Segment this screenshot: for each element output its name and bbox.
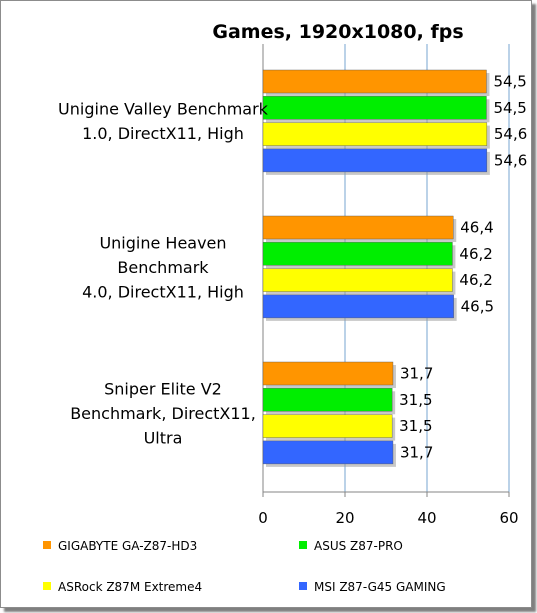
category-label: Unigine Valley Benchmark (58, 100, 269, 119)
legend-swatch (299, 582, 307, 590)
legend-label: GIGABYTE GA-Z87-HD3 (58, 539, 197, 553)
bar (262, 215, 454, 240)
x-tick-label: 60 (499, 509, 518, 527)
data-label: 54,6 (494, 151, 527, 169)
bar (262, 361, 394, 386)
x-tick-label: 0 (258, 509, 268, 527)
bar (262, 122, 488, 146)
bar (262, 69, 487, 94)
data-label: 54,6 (494, 125, 527, 143)
chart-title: Games, 1920x1080, fps (212, 21, 463, 43)
category-label: Benchmark, DirectX11, (70, 404, 256, 423)
bar (262, 148, 488, 173)
data-label: 46,5 (461, 297, 494, 315)
bar (262, 440, 394, 465)
data-label: 31,7 (400, 365, 433, 383)
category-label: 4.0, DirectX11, High (82, 282, 244, 301)
bar (262, 294, 454, 319)
bar (262, 242, 453, 266)
category-label: Ultra (144, 428, 183, 447)
legend-swatch (43, 541, 51, 549)
data-label: 31,5 (399, 391, 432, 409)
data-label: 31,5 (399, 417, 432, 435)
category-label: Unigine Heaven (99, 233, 226, 252)
data-label: 31,7 (400, 443, 433, 461)
data-label: 46,2 (459, 271, 492, 289)
legend-swatch (299, 541, 307, 549)
data-label: 54,5 (493, 73, 526, 91)
bar (262, 268, 453, 292)
bar (262, 414, 393, 438)
legend-label: MSI Z87-G45 GAMING (314, 580, 446, 594)
bar (262, 388, 393, 412)
legend-label: ASRock Z87M Extreme4 (58, 580, 202, 594)
category-label: 1.0, DirectX11, High (82, 124, 244, 143)
legend-swatch (43, 582, 51, 590)
bar (262, 96, 487, 120)
legend-label: ASUS Z87-PRO (314, 539, 403, 553)
data-label: 54,5 (493, 99, 526, 117)
data-label: 46,4 (460, 219, 493, 237)
category-label: Sniper Elite V2 (104, 379, 222, 398)
x-tick-label: 20 (335, 509, 354, 527)
category-label: Benchmark (117, 258, 209, 277)
x-tick-label: 40 (417, 509, 436, 527)
data-label: 46,2 (459, 245, 492, 263)
